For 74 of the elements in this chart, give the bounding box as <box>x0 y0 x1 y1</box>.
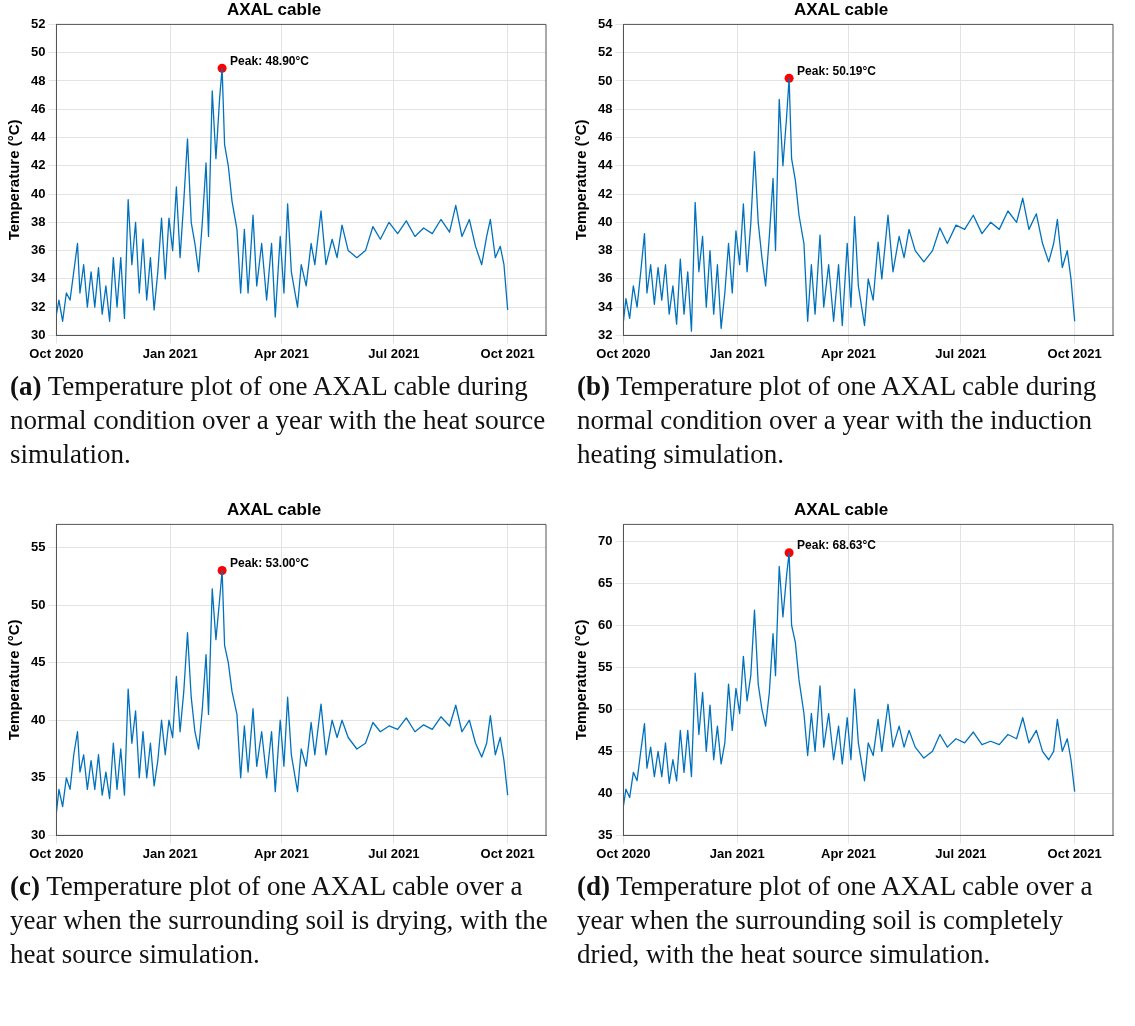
y-tick-label: 35 <box>597 826 613 842</box>
y-tick-label: 46 <box>30 100 46 116</box>
y-tick-label: 40 <box>30 711 46 727</box>
y-tick-label: 55 <box>597 658 613 674</box>
y-tick-label: 50 <box>30 44 46 60</box>
y-tick-label: 36 <box>30 242 46 258</box>
y-tick-label: 32 <box>597 326 613 342</box>
text: (a) Temperature plot of one AXAL cable during normal condition over a year with the heat source simulation. <box>10 370 547 471</box>
x-tick-label: Oct 2020 <box>29 345 84 361</box>
x-tick-label: Apr 2021 <box>820 845 876 861</box>
y-tick-label: 30 <box>30 326 46 342</box>
y-tick-label: 48 <box>30 72 46 88</box>
x-tick-label: Apr 2021 <box>253 345 309 361</box>
y-tick-label: 42 <box>30 157 46 173</box>
y-tick-label: 46 <box>597 129 613 145</box>
y-axis-title: Temperature (°C) <box>572 119 590 241</box>
y-tick-label: 54 <box>597 15 614 31</box>
x-tick-label: Oct 2021 <box>480 845 535 861</box>
y-tick-label: 45 <box>30 654 46 670</box>
y-tick-label: 34 <box>30 270 47 286</box>
y-tick-label: 38 <box>597 242 613 258</box>
x-tick-label: Jul 2021 <box>935 845 987 861</box>
y-tick-label: 55 <box>30 539 46 555</box>
y-tick-label: 50 <box>597 700 613 716</box>
y-tick-label: 44 <box>597 157 614 173</box>
x-tick-label: Oct 2020 <box>596 345 651 361</box>
x-tick-label: Jan 2021 <box>709 345 765 361</box>
y-tick-label: 70 <box>597 532 613 548</box>
annotation: Peak: 53.00°C <box>230 555 310 570</box>
y-tick-label: 50 <box>30 596 46 612</box>
y-tick-label: 52 <box>30 15 46 31</box>
x-tick-label: Jan 2021 <box>142 845 198 861</box>
annotation: Peak: 68.63°C <box>797 538 877 553</box>
y-tick-label: 60 <box>597 616 613 632</box>
y-tick-label: 42 <box>597 185 613 201</box>
chart-title: AXAL cable <box>793 0 889 19</box>
x-tick-label: Apr 2021 <box>820 345 876 361</box>
x-tick-label: Jan 2021 <box>709 845 765 861</box>
y-tick-label: 40 <box>597 213 613 229</box>
y-tick-label: 52 <box>597 44 613 60</box>
x-tick-label: Jan 2021 <box>142 345 198 361</box>
y-tick-label: 50 <box>597 72 613 88</box>
y-tick-label: 48 <box>597 100 613 116</box>
y-tick-label: 36 <box>597 270 613 286</box>
y-tick-label: 30 <box>30 826 46 842</box>
x-tick-label: Jul 2021 <box>368 845 420 861</box>
y-tick-label: 40 <box>30 185 46 201</box>
text: (d) Temperature plot of one AXAL cable over a year when the surrounding soil is completely dried, with the heat source simulation. <box>577 870 1094 971</box>
y-axis-title: Temperature (°C) <box>572 619 590 741</box>
x-tick-label: Oct 2021 <box>480 345 535 361</box>
y-axis-title: Temperature (°C) <box>5 619 23 741</box>
chart-title: AXAL cable <box>793 499 889 519</box>
y-tick-label: 45 <box>597 742 613 758</box>
chart-title: AXAL cable <box>226 499 322 519</box>
y-tick-label: 65 <box>597 574 613 590</box>
x-tick-label: Jul 2021 <box>368 345 420 361</box>
x-tick-label: Jul 2021 <box>935 345 987 361</box>
y-tick-label: 35 <box>30 769 46 785</box>
x-tick-label: Oct 2020 <box>596 845 651 861</box>
x-tick-label: Oct 2021 <box>1047 845 1102 861</box>
y-axis-title: Temperature (°C) <box>5 119 23 241</box>
x-tick-label: Oct 2021 <box>1047 345 1102 361</box>
x-tick-label: Apr 2021 <box>253 845 309 861</box>
text: (c) Temperature plot of one AXAL cable over a year when the surrounding soil is drying, with the heat source simulation. <box>10 870 549 971</box>
chart-title: AXAL cable <box>226 0 322 19</box>
y-tick-label: 44 <box>30 129 47 145</box>
x-tick-label: Oct 2020 <box>29 845 84 861</box>
annotation: Peak: 48.90°C <box>230 53 310 68</box>
y-tick-label: 34 <box>597 298 614 314</box>
y-tick-label: 32 <box>30 298 46 314</box>
y-tick-label: 40 <box>597 784 613 800</box>
annotation: Peak: 50.19°C <box>797 63 877 78</box>
text: (b) Temperature plot of one AXAL cable during normal condition over a year with the induction heating simulation. <box>577 370 1098 471</box>
y-tick-label: 38 <box>30 213 46 229</box>
